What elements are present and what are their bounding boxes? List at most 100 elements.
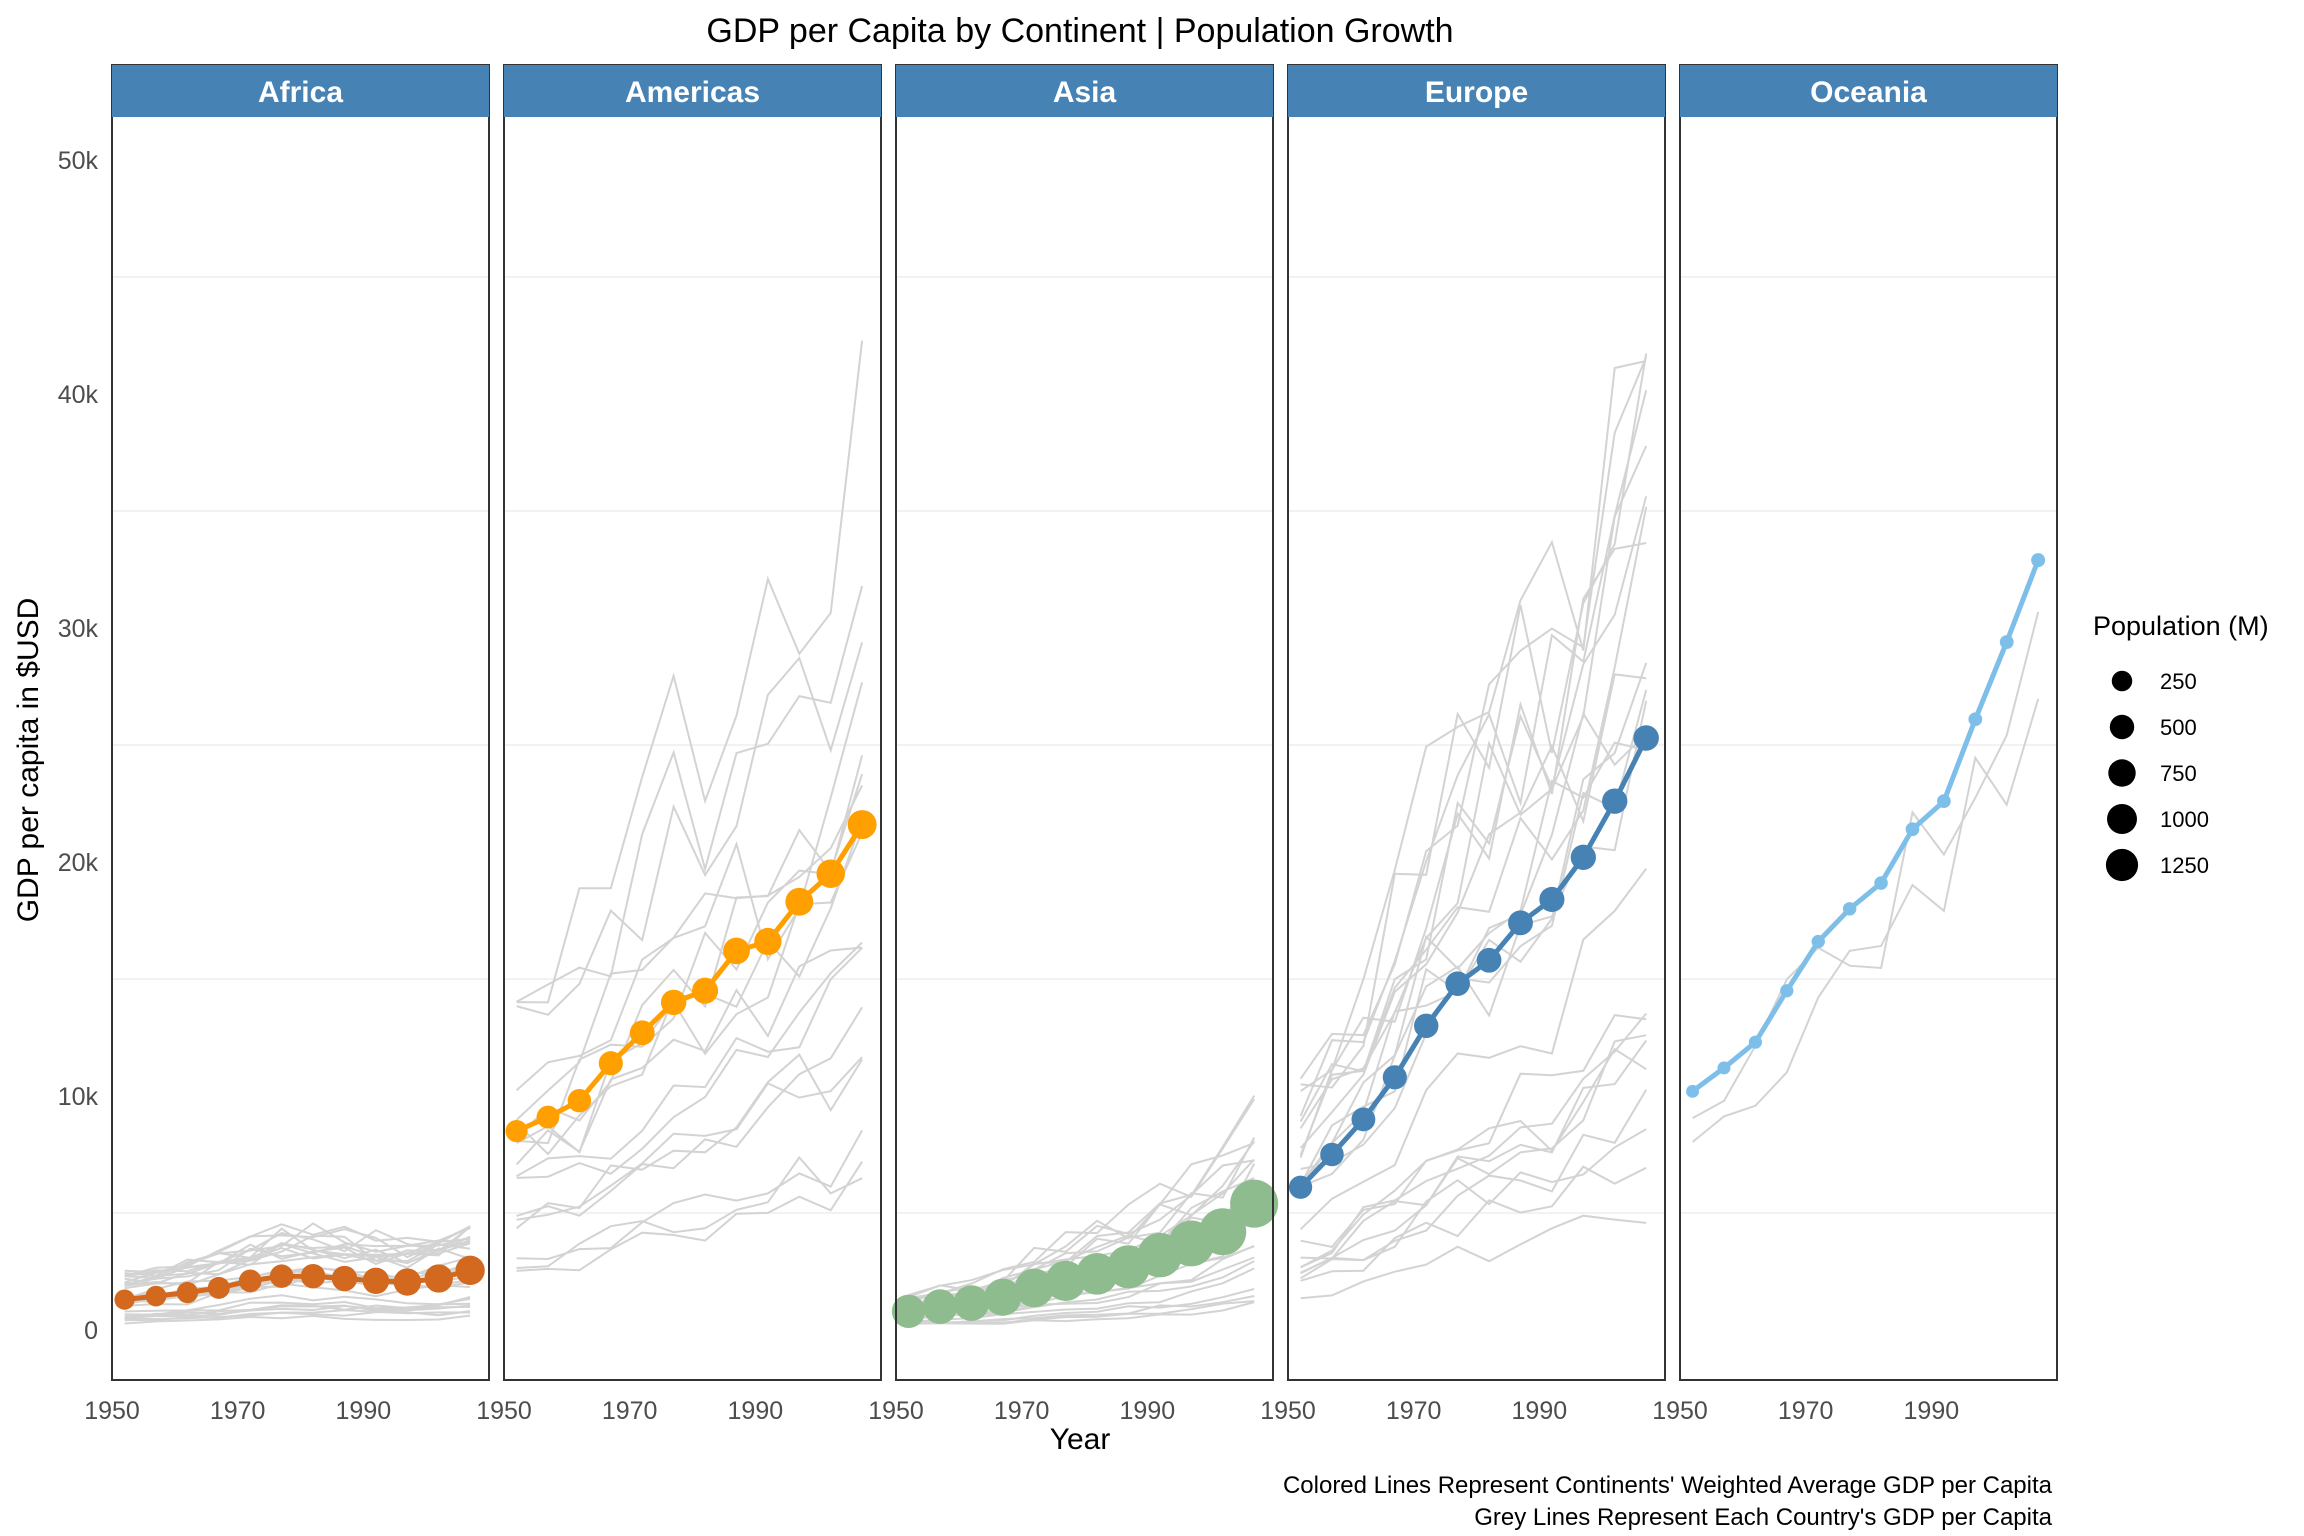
country-line: [1300, 1034, 1647, 1260]
data-point: [567, 1088, 592, 1113]
data-point: [331, 1265, 358, 1292]
data-point: [207, 1276, 230, 1299]
data-point: [1748, 1035, 1762, 1049]
facet-strip: [1680, 65, 2057, 117]
data-point: [598, 1051, 623, 1076]
country-line: [124, 1240, 471, 1286]
x-tick-label: 1990: [336, 1397, 392, 1425]
facet-panels: Africa 1950 1970 1990 Americas 1950 1970 1990 As…: [84, 64, 2058, 1425]
x-tick-label: 1950: [476, 1397, 532, 1425]
x-tick-label: 1990: [1904, 1397, 1960, 1425]
facet-label: Oceania: [1810, 76, 1927, 109]
data-point: [1014, 1268, 1054, 1308]
panel-border: [895, 64, 1274, 1381]
panel-americas: Americas 1950 1970 1990: [476, 64, 882, 1425]
chart-title: GDP per Capita by Continent | Population…: [706, 12, 1453, 50]
panel-asia: Asia 1950 1970 1990: [868, 64, 1279, 1425]
x-axis-title: Year: [1050, 1423, 1111, 1456]
country-line: [1299, 496, 1648, 1123]
data-point: [1539, 886, 1565, 913]
panel-africa: Africa 1950 1970 1990: [84, 64, 490, 1425]
facet-strip: [112, 65, 489, 117]
data-point: [629, 1020, 655, 1046]
country-line: [515, 946, 863, 1166]
data-point: [1633, 725, 1659, 751]
data-point: [1874, 876, 1888, 890]
country-line: [1300, 360, 1647, 1092]
data-point: [785, 887, 814, 916]
y-tick-label: 50k: [58, 147, 99, 175]
data-point: [176, 1281, 199, 1304]
country-line: [515, 773, 864, 1138]
caption-line-2: Grey Lines Represent Each Country's GDP …: [1474, 1504, 2052, 1531]
y-tick-label: 20k: [58, 849, 99, 877]
facet-label: Americas: [625, 76, 760, 109]
country-line: [1691, 698, 2040, 1143]
country-line: [515, 784, 863, 1121]
data-point: [1968, 712, 1983, 727]
country-line: [516, 1155, 863, 1269]
country-line: [1299, 506, 1648, 1156]
data-point: [1445, 971, 1470, 996]
legend-label: 250: [2160, 669, 2197, 694]
x-tick-label: 1970: [210, 1397, 266, 1425]
x-tick-label: 1970: [602, 1397, 658, 1425]
panel-oceania: Oceania 1950 1970 1990: [1652, 64, 2058, 1425]
data-point: [114, 1289, 135, 1310]
data-point: [1230, 1179, 1279, 1228]
country-line: [516, 340, 864, 1004]
data-point: [1999, 635, 2014, 649]
country-line: [124, 1226, 471, 1277]
data-point: [1414, 1013, 1439, 1039]
facet-label: Africa: [258, 76, 343, 109]
country-line: [516, 1129, 863, 1261]
data-point: [984, 1278, 1022, 1316]
x-tick-label: 1970: [1778, 1397, 1834, 1425]
legend-title: Population (M): [2093, 611, 2269, 641]
panel-europe: Europe 1950 1970 1990: [1260, 64, 1666, 1425]
data-point: [393, 1268, 421, 1296]
legend-label: 1250: [2160, 853, 2209, 878]
data-point: [1199, 1208, 1247, 1256]
country-line: [124, 1309, 471, 1321]
data-point: [1811, 934, 1825, 949]
x-tick-label: 1950: [868, 1397, 924, 1425]
country-line: [1300, 689, 1648, 1170]
y-tick-label: 40k: [58, 381, 99, 409]
country-line: [124, 1304, 471, 1318]
country-line: [1299, 673, 1647, 1149]
country-line: [1299, 389, 1648, 1117]
legend-key: [2108, 759, 2136, 787]
data-point: [891, 1294, 926, 1328]
data-point: [536, 1105, 560, 1129]
country-line: [1300, 1014, 1647, 1248]
data-point: [424, 1264, 453, 1293]
data-point: [362, 1267, 390, 1295]
data-point: [1686, 1084, 1700, 1098]
data-point: [1602, 788, 1628, 814]
country-line: [516, 947, 863, 1178]
country-line: [124, 1314, 471, 1325]
data-point: [1045, 1260, 1086, 1302]
data-point: [455, 1255, 485, 1285]
legend-label: 500: [2160, 715, 2197, 740]
legend-label: 750: [2160, 761, 2197, 786]
legend-key: [2109, 714, 2135, 740]
caption: Colored Lines Represent Continents' Weig…: [1283, 1472, 2053, 1531]
data-point: [1905, 822, 1920, 837]
y-tick-label: 0: [84, 1317, 98, 1345]
data-point: [1382, 1065, 1407, 1090]
x-tick-label: 1950: [1652, 1397, 1708, 1425]
panel-border: [503, 64, 882, 1381]
data-point: [1476, 947, 1502, 973]
country-line: [1300, 1214, 1647, 1300]
country-line: [516, 1056, 863, 1221]
country-line: [124, 1294, 471, 1313]
data-point: [1717, 1061, 1731, 1075]
x-tick-label: 1990: [728, 1397, 784, 1425]
country-line: [1300, 1165, 1647, 1282]
panel-border: [1679, 64, 2058, 1381]
data-point: [300, 1263, 326, 1289]
legend-label: 1000: [2160, 807, 2209, 832]
country-line: [516, 941, 863, 1179]
